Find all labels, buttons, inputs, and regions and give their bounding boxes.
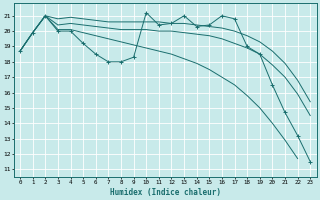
X-axis label: Humidex (Indice chaleur): Humidex (Indice chaleur): [110, 188, 220, 197]
